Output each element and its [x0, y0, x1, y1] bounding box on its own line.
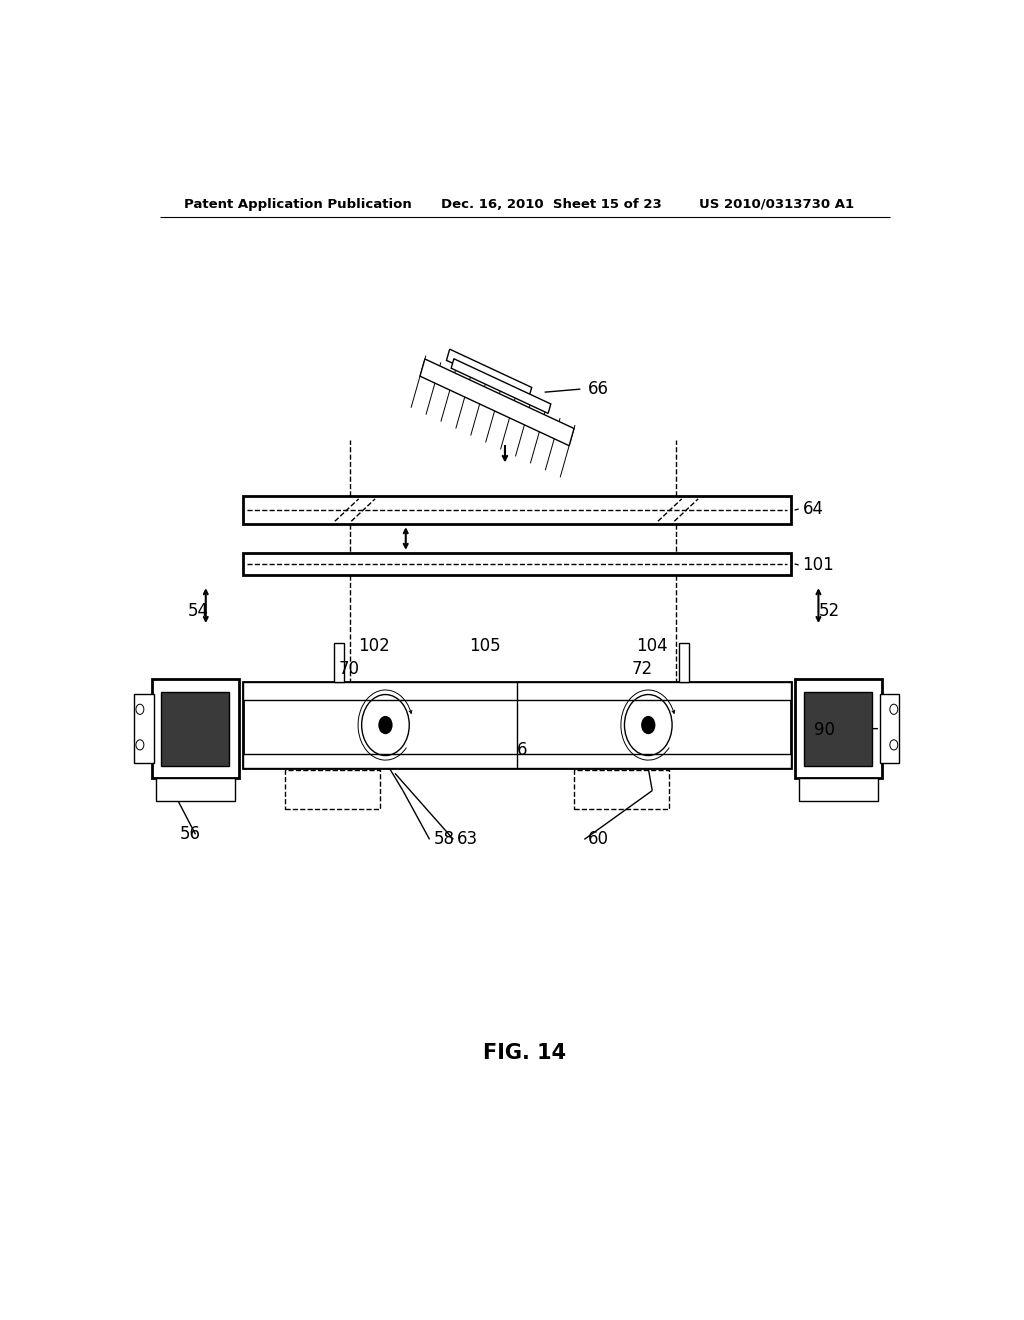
Text: 56: 56 [179, 825, 201, 843]
Polygon shape [452, 359, 551, 413]
Bar [243, 682, 791, 768]
Text: 64: 64 [803, 500, 823, 517]
Text: 90: 90 [179, 780, 201, 797]
Bar [134, 694, 155, 763]
Text: 104: 104 [636, 638, 668, 655]
Text: 90: 90 [814, 721, 836, 739]
Bar [880, 694, 899, 763]
Text: FIG. 14: FIG. 14 [483, 1043, 566, 1063]
Bar [679, 643, 688, 682]
Bar [334, 643, 344, 682]
Bar [243, 553, 791, 576]
Polygon shape [420, 359, 574, 446]
Bar [574, 771, 670, 809]
Text: 54: 54 [187, 602, 209, 619]
Circle shape [890, 704, 898, 714]
Text: 105: 105 [469, 638, 501, 655]
Text: 72: 72 [632, 660, 653, 677]
Text: 52: 52 [818, 602, 840, 619]
Text: Patent Application Publication: Patent Application Publication [183, 198, 412, 211]
Bar [285, 771, 380, 809]
Text: 66: 66 [588, 380, 609, 399]
Polygon shape [446, 350, 531, 399]
Bar [243, 496, 791, 524]
Circle shape [890, 739, 898, 750]
Text: 58: 58 [433, 830, 455, 849]
Text: Dec. 16, 2010  Sheet 15 of 23: Dec. 16, 2010 Sheet 15 of 23 [441, 198, 663, 211]
Text: 60: 60 [588, 830, 609, 849]
Bar [152, 678, 240, 779]
Text: 63: 63 [458, 830, 478, 849]
Bar [795, 678, 882, 779]
Text: 102: 102 [358, 638, 390, 655]
Circle shape [641, 715, 655, 734]
Circle shape [136, 739, 143, 750]
Bar [243, 754, 791, 768]
Bar [156, 779, 236, 801]
Bar [799, 779, 878, 801]
Text: US 2010/0313730 A1: US 2010/0313730 A1 [699, 198, 854, 211]
Circle shape [136, 704, 143, 714]
Circle shape [378, 715, 392, 734]
Text: 70: 70 [338, 660, 359, 677]
Text: 6: 6 [517, 741, 527, 759]
Bar [162, 692, 228, 766]
Bar [243, 682, 791, 700]
Text: 101: 101 [803, 556, 835, 574]
Bar [804, 692, 871, 766]
